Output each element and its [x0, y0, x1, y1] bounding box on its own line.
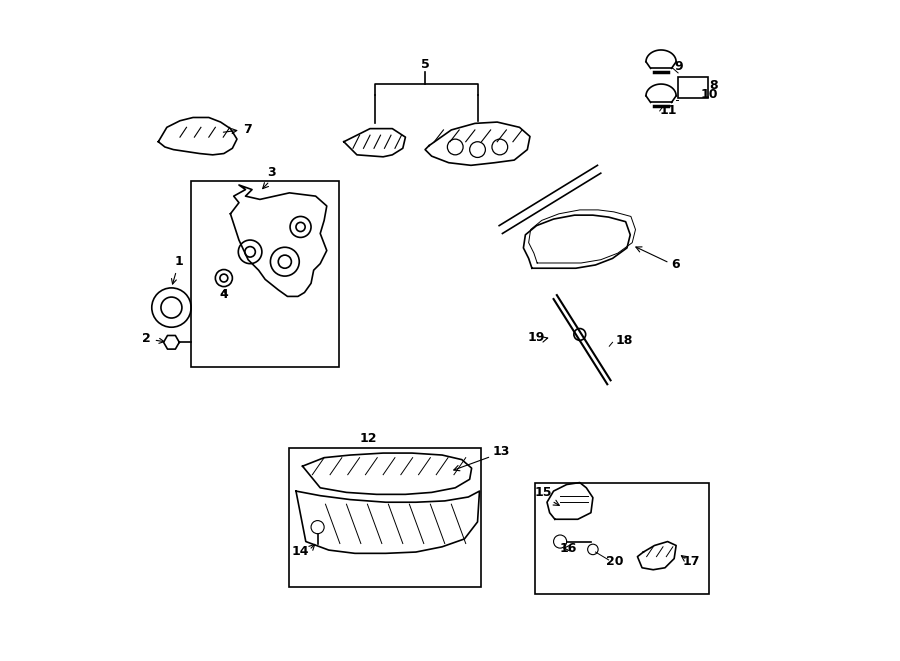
- Text: 7: 7: [223, 122, 252, 136]
- Text: 17: 17: [682, 555, 700, 568]
- Bar: [536, 483, 709, 594]
- Text: 10: 10: [700, 88, 718, 101]
- Text: 12: 12: [359, 432, 377, 445]
- Text: 9: 9: [674, 59, 683, 73]
- Text: 4: 4: [220, 288, 229, 301]
- Bar: [191, 181, 338, 367]
- Text: 18: 18: [616, 334, 633, 346]
- Text: 16: 16: [559, 542, 577, 555]
- Text: 11: 11: [660, 104, 677, 117]
- Text: 20: 20: [607, 555, 624, 568]
- Text: 14: 14: [292, 545, 310, 558]
- Text: 5: 5: [420, 58, 429, 71]
- Text: 15: 15: [535, 486, 552, 498]
- Text: 1: 1: [172, 255, 184, 284]
- Text: 19: 19: [527, 331, 545, 344]
- Bar: [678, 77, 707, 98]
- Text: 3: 3: [267, 167, 276, 180]
- Text: 8: 8: [709, 79, 718, 93]
- Text: 2: 2: [142, 332, 164, 345]
- Text: 6: 6: [671, 258, 680, 271]
- Text: 13: 13: [492, 445, 510, 458]
- Bar: [290, 448, 482, 588]
